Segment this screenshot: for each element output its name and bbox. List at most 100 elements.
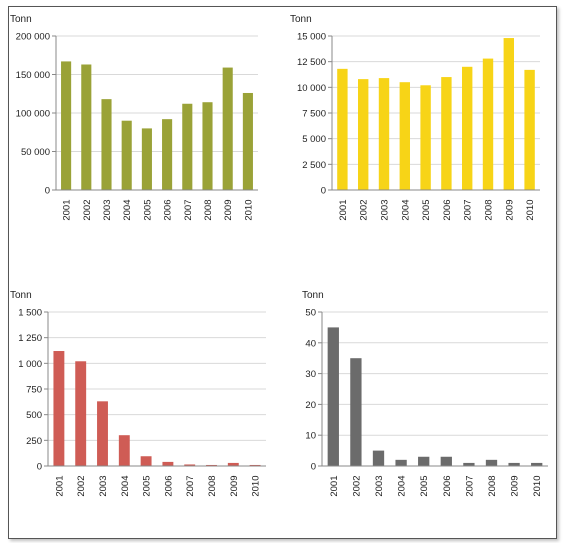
bar-2010 xyxy=(531,462,543,466)
x-tick-label: 2005 xyxy=(419,476,430,497)
bar-2004 xyxy=(121,120,132,190)
x-tick-label: 2004 xyxy=(122,200,133,221)
bar-2001 xyxy=(327,327,339,466)
y-tick-label: 50 xyxy=(305,308,316,319)
x-tick-label: 2004 xyxy=(400,200,411,221)
bar-2003 xyxy=(101,99,112,190)
y-tick-label: 0 xyxy=(45,186,50,197)
x-tick-label: 2007 xyxy=(463,200,474,221)
y-tick-label: 1 250 xyxy=(18,333,42,344)
bar-2009 xyxy=(222,67,233,190)
x-tick-label: 2007 xyxy=(464,476,475,497)
unit-label: Tonn xyxy=(290,14,312,25)
x-tick-label: 2006 xyxy=(163,476,174,497)
unit-label: Tonn xyxy=(10,14,32,25)
bar-2002 xyxy=(350,358,362,466)
bar-2006 xyxy=(162,119,173,190)
y-tick-label: 2 500 xyxy=(302,160,326,171)
unit-label: Tonn xyxy=(10,290,32,301)
y-tick-label: 10 000 xyxy=(297,83,326,94)
bar-2008 xyxy=(482,58,494,190)
x-tick-label: 2005 xyxy=(142,476,153,497)
x-tick-label: 2010 xyxy=(532,476,543,497)
x-tick-label: 2001 xyxy=(329,476,340,497)
y-tick-label: 50 000 xyxy=(21,147,50,158)
x-tick-label: 2006 xyxy=(442,200,453,221)
unit-label: Tonn xyxy=(302,290,324,301)
x-tick-label: 2001 xyxy=(54,476,65,497)
x-tick-label: 2008 xyxy=(203,200,214,221)
bar-2010 xyxy=(249,464,261,466)
bar-2007 xyxy=(462,66,473,190)
bar-2004 xyxy=(395,459,407,466)
y-tick-label: 150 000 xyxy=(16,70,50,81)
bar-2009 xyxy=(227,462,239,466)
y-tick-label: 12 500 xyxy=(297,57,326,68)
x-tick-label: 2005 xyxy=(142,200,153,221)
x-tick-label: 2008 xyxy=(487,476,498,497)
x-tick-label: 2003 xyxy=(102,200,113,221)
bar-2003 xyxy=(378,78,390,190)
bar-2004 xyxy=(118,435,130,466)
x-tick-label: 2009 xyxy=(504,200,515,221)
bar-2005 xyxy=(418,456,430,466)
bar-2005 xyxy=(141,128,152,190)
chart-bottom-right: Tonn 0 10 20 30 40 50 2001 2002 2003 2004 2005 2006 2… xyxy=(302,290,548,497)
y-tick-label: 1 500 xyxy=(18,308,42,319)
y-tick-label: 0 xyxy=(311,462,316,473)
bar-2005 xyxy=(140,456,152,466)
x-tick-label: 2002 xyxy=(76,476,87,497)
x-tick-label: 2003 xyxy=(374,476,385,497)
y-tick-label: 30 xyxy=(305,369,316,380)
y-tick-label: 500 xyxy=(26,410,42,421)
y-tick-label: 100 000 xyxy=(16,109,50,120)
bar-2005 xyxy=(420,85,431,190)
x-tick-label: 2010 xyxy=(243,200,254,221)
x-tick-label: 2004 xyxy=(120,476,131,497)
x-tick-label: 2005 xyxy=(421,200,432,221)
x-tick-label: 2003 xyxy=(380,200,391,221)
x-tick-label: 2002 xyxy=(351,476,362,497)
x-tick-label: 2008 xyxy=(484,200,495,221)
x-tick-label: 2010 xyxy=(525,200,536,221)
bar-2002 xyxy=(81,64,92,190)
x-tick-label: 2009 xyxy=(510,476,521,497)
bar-2008 xyxy=(485,459,498,466)
bar-2008 xyxy=(206,464,217,466)
bar-2007 xyxy=(184,464,196,466)
chart-top-right: Tonn 0 2 500 5 000 7 500 10 000 12 500 15 000 20… xyxy=(290,14,540,221)
chart-bottom-left: Tonn 0 250 500 750 1 000 1 250 1 500 2001 2002 200… xyxy=(10,290,266,497)
x-tick-label: 2001 xyxy=(62,200,73,221)
bar-2003 xyxy=(97,401,108,466)
x-tick-label: 2006 xyxy=(163,200,174,221)
x-tick-label: 2009 xyxy=(229,476,240,497)
y-tick-label: 10 xyxy=(305,431,316,442)
x-tick-label: 2002 xyxy=(359,200,370,221)
bar-2008 xyxy=(202,102,213,190)
x-tick-label: 2010 xyxy=(251,476,262,497)
bar-2006 xyxy=(162,461,174,466)
bar-2007 xyxy=(463,462,475,466)
bar-2006 xyxy=(441,77,452,190)
y-tick-label: 40 xyxy=(305,338,316,349)
x-tick-label: 2009 xyxy=(223,200,234,221)
x-tick-label: 2008 xyxy=(207,476,218,497)
bar-2010 xyxy=(242,92,253,190)
y-tick-label: 0 xyxy=(321,186,326,197)
bar-2004 xyxy=(399,82,410,190)
bar-2002 xyxy=(75,361,87,466)
y-tick-label: 0 xyxy=(37,462,42,473)
y-tick-label: 7 500 xyxy=(302,109,326,120)
bar-2001 xyxy=(53,351,65,466)
bar-2010 xyxy=(524,69,535,190)
x-tick-label: 2002 xyxy=(82,200,93,221)
bar-2003 xyxy=(372,450,385,466)
y-tick-label: 750 xyxy=(26,385,42,396)
y-tick-label: 15 000 xyxy=(297,32,326,43)
bar-2001 xyxy=(337,68,348,190)
bar-2009 xyxy=(503,38,514,191)
x-tick-label: 2004 xyxy=(397,476,408,497)
bar-2006 xyxy=(440,456,452,466)
y-tick-label: 250 xyxy=(26,436,42,447)
y-tick-label: 200 000 xyxy=(16,32,50,43)
